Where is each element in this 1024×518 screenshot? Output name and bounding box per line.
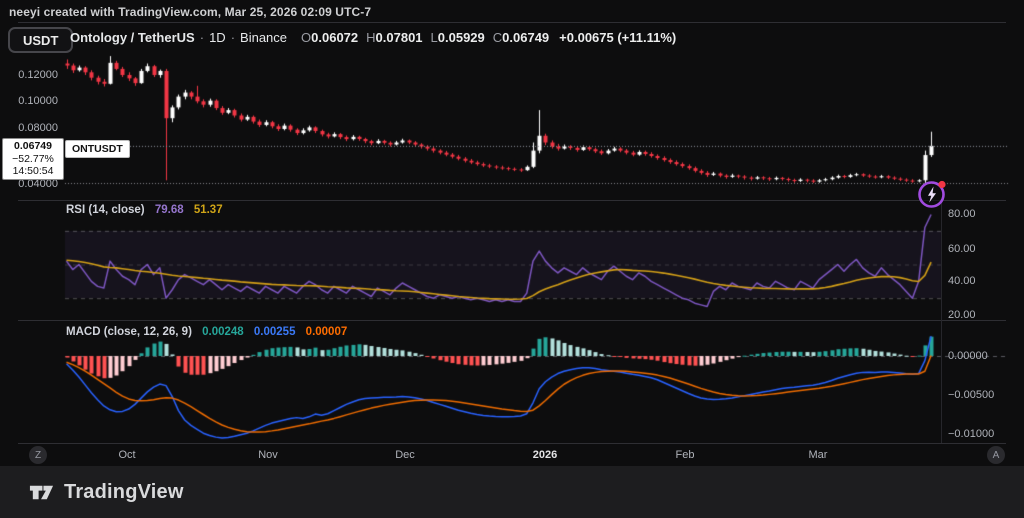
time-label-mar: Mar	[808, 449, 828, 461]
high-key: H	[366, 30, 376, 45]
time-label-feb: Feb	[675, 449, 695, 461]
change-label: +0.00675 (+11.11%)	[559, 30, 677, 45]
rsi-title: RSI (14, close)	[66, 204, 145, 216]
symbol-price-line-tag[interactable]: ONTUSDT	[65, 140, 130, 158]
macd-title: MACD (close, 12, 26, 9)	[66, 326, 192, 338]
time-label-nov: Nov	[258, 449, 278, 461]
close-value: 0.06749	[502, 30, 550, 45]
time-axis-border	[18, 443, 1006, 444]
rsi-tick-80: 80.00	[948, 208, 976, 220]
rsi-tick-20: 20.00	[948, 309, 976, 321]
chart-top-border	[18, 22, 1006, 23]
open-value: 0.06072	[311, 30, 359, 45]
rsi-pane-header[interactable]: RSI (14, close) 79.68 51.37	[66, 204, 223, 216]
currency-toggle-button[interactable]: USDT	[8, 27, 74, 53]
footer-bar: TradingView	[0, 466, 1024, 518]
bar-countdown: 14:50:54	[12, 165, 54, 177]
ohlc-open: O0.06072	[301, 30, 358, 45]
price-tick-008: 0.08000	[18, 122, 58, 134]
time-label-2026: 2026	[532, 449, 558, 461]
low-key: L	[430, 30, 438, 45]
timezone-button[interactable]: Z	[29, 446, 47, 464]
low-value: 0.05929	[437, 30, 485, 45]
legend-separator2: ·	[230, 30, 236, 45]
macd-tick-neg005: −0.00500	[948, 389, 995, 401]
macd-tick-neg010: −0.01000	[948, 428, 995, 440]
ohlc-close: C0.06749	[493, 30, 549, 45]
pane-separator-main-rsi[interactable]	[18, 200, 1006, 201]
ohlc-low: L0.05929	[431, 30, 485, 45]
price-tick-004: 0.04000	[18, 178, 58, 190]
current-price-label[interactable]: 0.06749 −52.77% 14:50:54	[2, 138, 64, 180]
price-change-percent: −52.77%	[12, 152, 54, 165]
pane-separator-rsi-macd[interactable]	[18, 320, 1006, 321]
legend-row: Ontology / TetherUS · 1D · Binance O0.06…	[70, 30, 676, 45]
price-tick-012: 0.12000	[18, 69, 58, 81]
price-tick-010: 0.10000	[18, 95, 58, 107]
open-key: O	[301, 30, 312, 45]
time-label-dec: Dec	[395, 449, 415, 461]
macd-tick-zero: 0.00000	[948, 350, 988, 362]
high-value: 0.07801	[375, 30, 423, 45]
rsi-ma-value: 51.37	[193, 204, 223, 216]
tradingview-logo-text[interactable]: TradingView	[64, 480, 184, 503]
attribution-text: neeyi created with TradingView.com, Mar …	[9, 5, 372, 19]
macd-signal-value: 0.00007	[305, 326, 348, 338]
tradingview-logo-icon[interactable]	[28, 479, 55, 506]
lightning-badge-icon[interactable]	[913, 175, 953, 215]
symbol-title[interactable]: Ontology / TetherUS	[70, 30, 195, 45]
notification-dot	[938, 180, 946, 189]
rsi-tick-60: 60.00	[948, 243, 976, 255]
rsi-value: 79.68	[154, 204, 184, 216]
legend-separator: ·	[199, 30, 205, 45]
rsi-tick-40: 40.00	[948, 275, 976, 287]
right-axis-separator	[941, 200, 942, 443]
interval-label[interactable]: 1D	[209, 30, 226, 45]
ohlc-high: H0.07801	[366, 30, 422, 45]
time-label-oct: Oct	[118, 449, 136, 461]
current-price-value: 0.06749	[14, 140, 52, 152]
macd-histogram-value: 0.00248	[202, 326, 244, 338]
macd-line-value: 0.00255	[253, 326, 296, 338]
auto-scale-button[interactable]: A	[987, 446, 1005, 464]
exchange-label[interactable]: Binance	[240, 30, 288, 45]
macd-pane-header[interactable]: MACD (close, 12, 26, 9) 0.00248 0.00255 …	[66, 326, 347, 338]
close-key: C	[492, 30, 503, 45]
